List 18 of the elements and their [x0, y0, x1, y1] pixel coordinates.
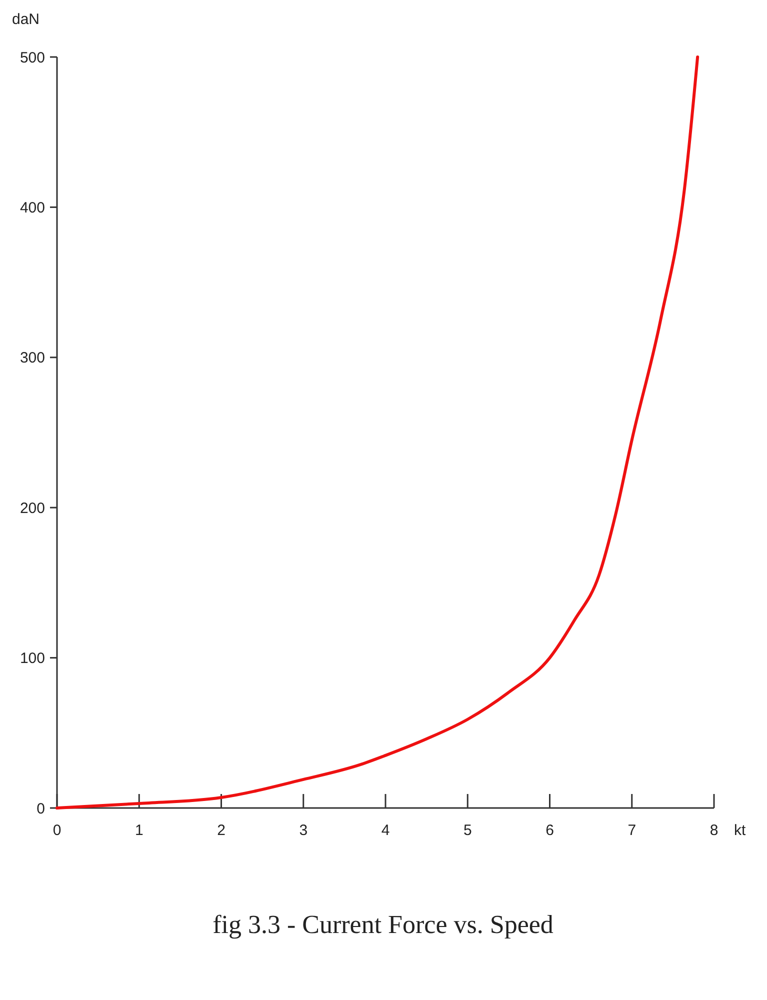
y-tick-label: 400: [20, 199, 45, 216]
x-tick-label: 3: [299, 822, 308, 839]
y-tick-label: 0: [36, 800, 45, 818]
y-tick-label: 500: [20, 49, 45, 66]
x-tick-label: 0: [52, 822, 62, 839]
y-tick-label: 100: [20, 650, 45, 668]
text: fig 3.3 - Current Force vs. Speed: [212, 910, 554, 939]
x-tick-label: 2: [217, 822, 226, 839]
x-tick-label: 8: [710, 822, 718, 839]
y-axis-title: daN: [12, 11, 40, 28]
y-tick-label: 200: [20, 500, 45, 517]
y-tick-label: 300: [20, 350, 45, 367]
x-axis-title: kt: [734, 822, 746, 839]
x-tick-label: 7: [628, 822, 636, 839]
x-tick-label: 5: [463, 822, 472, 839]
x-tick-label: 6: [546, 822, 554, 839]
x-tick-label: 1: [134, 822, 144, 839]
x-tick-label: 4: [381, 822, 390, 839]
